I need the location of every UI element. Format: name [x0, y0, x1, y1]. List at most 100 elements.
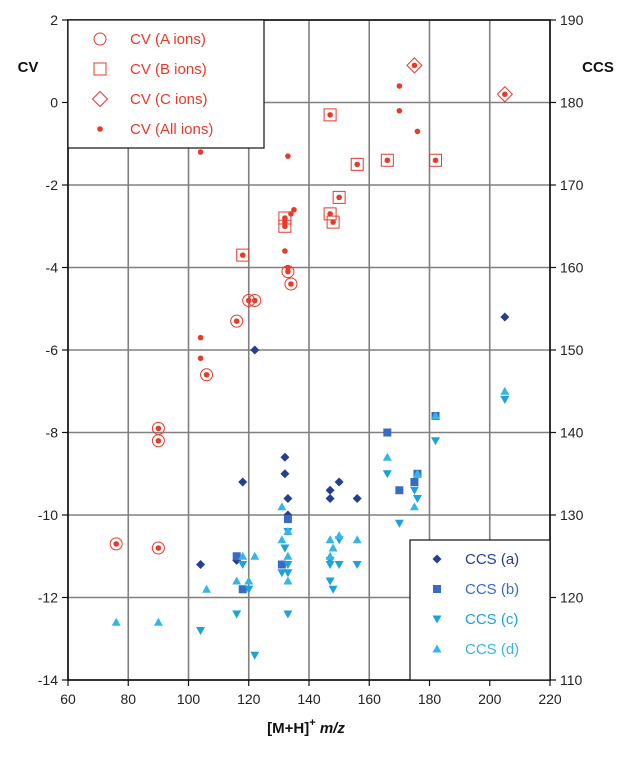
point-cv-a-ions [284, 277, 298, 291]
legend-cv-marker [93, 32, 107, 46]
point-cv-all-ions [354, 161, 361, 168]
x-tick-label: 220 [538, 691, 562, 707]
point-cv-b-ions [326, 215, 340, 229]
point-cv-all-ions [327, 112, 333, 118]
point-ccs-d [283, 551, 293, 560]
point-cv-all-ions [288, 211, 294, 217]
point-ccs-c [328, 585, 338, 594]
point-ccs-c [431, 437, 441, 446]
y-right-tick-label: 170 [560, 177, 584, 193]
point-ccs-c [238, 561, 248, 569]
y-right-tick-label: 110 [560, 672, 583, 688]
x-tick-label: 180 [418, 691, 442, 707]
y-right-tick-label: 120 [560, 590, 584, 606]
x-tick-label: 140 [297, 691, 321, 707]
point-cv-all-ions [288, 281, 294, 287]
x-axis-title-main: [M+H] [267, 720, 309, 737]
point-ccs-c [325, 561, 335, 569]
point-cv-a-ions [151, 541, 165, 555]
point-ccs-d [325, 551, 335, 560]
point-cv-all-ions [155, 437, 162, 444]
point-cv-all-ions [432, 157, 439, 164]
point-ccs-c [196, 627, 206, 635]
x-tick-label: 120 [237, 691, 261, 707]
point-ccs-c [280, 544, 290, 553]
legend-ccs-label: CCS (b) [465, 581, 519, 598]
point-ccs-d [382, 452, 392, 461]
point-ccs-c [394, 519, 404, 528]
point-ccs-a [325, 494, 335, 503]
point-ccs-d [325, 535, 335, 544]
legend-cv-label: CV (C ions) [130, 91, 208, 108]
point-ccs-c [283, 610, 293, 619]
point-cv-a-ions [200, 368, 214, 382]
point-ccs-a [352, 494, 362, 503]
legend-ccs-label: CCS (a) [465, 551, 519, 568]
y-right-tick-label: 160 [560, 260, 584, 276]
y-left-tick-label: -8 [46, 425, 59, 441]
point-cv-all-ions [330, 219, 336, 225]
legend-cv: CV (A ions) CV (B ions) CV (C ions) CV (All… [67, 19, 265, 149]
point-cv-all-ions [233, 318, 240, 324]
y-left-tick-label: 2 [50, 12, 58, 28]
point-ccs-d [431, 411, 441, 420]
legend-ccs-marker [433, 585, 441, 593]
point-cv-all-ions [282, 223, 288, 230]
point-ccs-d [277, 535, 287, 544]
point-ccs-d [283, 576, 293, 585]
point-cv-all-ions [245, 297, 252, 304]
point-cv-a-ions [109, 537, 123, 551]
x-axis-title-superscript: + [309, 717, 315, 729]
y-left-tick-label: -12 [38, 590, 58, 606]
point-ccs-d [277, 502, 287, 511]
point-ccs-d [412, 469, 422, 478]
legend-cv-marker [97, 126, 103, 132]
point-cv-b-ions [332, 190, 346, 204]
x-tick-label: 80 [120, 691, 136, 707]
point-cv-all-ions [384, 157, 391, 164]
point-ccs-a [238, 477, 248, 487]
point-cv-all-ions [411, 62, 418, 69]
point-cv-all-ions [282, 215, 288, 221]
point-ccs-c [409, 486, 419, 495]
point-cv-a-ions [230, 314, 244, 328]
point-ccs-c [283, 561, 293, 569]
point-cv-a-ions [151, 434, 165, 448]
point-cv-b-ions [323, 207, 337, 221]
x-tick-label: 100 [177, 691, 201, 707]
x-tick-label: 60 [60, 691, 76, 707]
y-axis-right-title: CCS [582, 59, 614, 76]
y-right-tick-label: 140 [560, 425, 584, 441]
point-ccs-c [352, 561, 362, 569]
x-axis-title: [M+H]+ m/z [267, 717, 345, 737]
point-cv-all-ions [396, 107, 403, 114]
point-cv-all-ions [251, 297, 258, 304]
point-cv-all-ions [282, 248, 288, 254]
point-ccs-d [283, 527, 293, 535]
legend-cv-label: CV (B ions) [130, 61, 207, 78]
point-ccs-a [280, 469, 290, 479]
point-cv-b-ions [350, 157, 364, 171]
legend-ccs-box [409, 539, 551, 681]
point-cv-all-ions [396, 83, 403, 89]
point-ccs-d [202, 584, 212, 593]
point-ccs-c [325, 577, 335, 586]
y-right-tick-label: 190 [560, 12, 584, 28]
point-cv-b-ions [236, 248, 250, 262]
point-ccs-c [250, 651, 260, 660]
y-right-tick-label: 150 [560, 342, 584, 358]
y-right-tick-label: 130 [560, 507, 584, 523]
point-cv-b-ions [323, 108, 337, 122]
point-cv-b-ions [380, 153, 394, 167]
point-cv-all-ions [197, 334, 204, 341]
point-ccs-d [238, 551, 248, 560]
y-right-tick-label: 180 [560, 95, 584, 111]
point-ccs-b [395, 486, 404, 495]
point-cv-all-ions [197, 149, 204, 155]
point-ccs-c [412, 495, 422, 503]
y-left-tick-label: -6 [46, 342, 59, 358]
y-left-tick-label: -10 [38, 507, 58, 523]
point-ccs-d [111, 617, 121, 626]
